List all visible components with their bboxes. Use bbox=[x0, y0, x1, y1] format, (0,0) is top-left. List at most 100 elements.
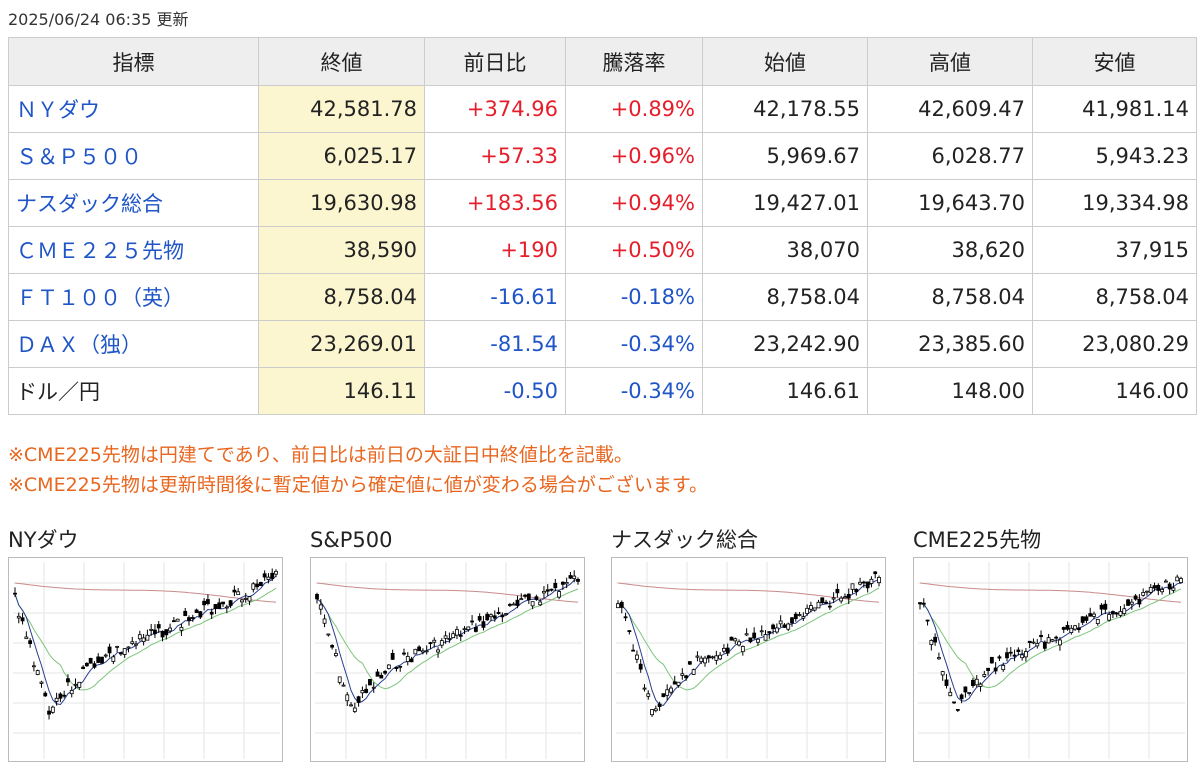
candle bbox=[462, 626, 467, 635]
candle bbox=[560, 581, 565, 590]
candle bbox=[194, 608, 199, 613]
candle bbox=[28, 638, 33, 648]
candle bbox=[443, 631, 448, 644]
candle bbox=[657, 701, 662, 711]
candle bbox=[642, 684, 647, 692]
candle bbox=[564, 577, 569, 589]
candle bbox=[145, 629, 150, 641]
candle bbox=[812, 607, 817, 612]
candle bbox=[394, 666, 399, 672]
chart-title: CME225先物 bbox=[913, 528, 1042, 552]
candle bbox=[1114, 611, 1119, 618]
chart-cme225[interactable]: CME225先物 bbox=[913, 527, 1188, 762]
chart-area[interactable] bbox=[611, 557, 886, 762]
candle bbox=[1027, 640, 1032, 649]
candle bbox=[706, 654, 711, 663]
chart-nasdaq[interactable]: ナスダック総合 bbox=[611, 527, 886, 762]
candle bbox=[352, 702, 357, 714]
candle bbox=[100, 656, 104, 664]
candle bbox=[73, 678, 78, 689]
candle bbox=[32, 661, 36, 672]
rate-value: -0.34% bbox=[565, 320, 703, 368]
change-value: +183.56 bbox=[424, 179, 566, 227]
candle bbox=[526, 593, 531, 605]
candle bbox=[262, 570, 267, 581]
candle bbox=[1163, 579, 1168, 583]
candle bbox=[58, 692, 63, 703]
index-name[interactable]: ＣＭＥ２２５先物 bbox=[8, 226, 259, 274]
candle bbox=[455, 626, 459, 640]
candle bbox=[137, 630, 142, 641]
candle bbox=[386, 664, 391, 670]
chart-sp500[interactable]: S&P500 bbox=[310, 527, 585, 762]
candle bbox=[1175, 574, 1180, 582]
candle bbox=[274, 569, 278, 578]
candle bbox=[933, 633, 938, 646]
candle bbox=[669, 685, 673, 695]
chart-area[interactable] bbox=[913, 557, 1188, 762]
candle bbox=[511, 602, 516, 606]
candle bbox=[1118, 606, 1123, 618]
candle bbox=[861, 580, 866, 588]
candle bbox=[390, 649, 395, 660]
candle bbox=[576, 577, 580, 585]
candle bbox=[1069, 624, 1074, 635]
candle bbox=[134, 640, 138, 650]
notes: ※CME225先物は円建てであり、前日比は前日の大証日中終値比を記載。 ※CME… bbox=[8, 440, 708, 500]
candle bbox=[232, 585, 237, 597]
moving-average-line bbox=[14, 582, 277, 603]
candle bbox=[763, 630, 768, 641]
index-name[interactable]: ＤＡＸ（独） bbox=[8, 320, 259, 368]
candle bbox=[545, 584, 550, 597]
candle bbox=[206, 594, 210, 606]
low-value: 8,758.04 bbox=[1032, 273, 1197, 321]
chart-nydow[interactable]: NYダウ bbox=[8, 527, 283, 762]
candle bbox=[436, 647, 440, 658]
candle bbox=[1145, 590, 1149, 596]
candle bbox=[687, 661, 692, 666]
index-name[interactable]: Ｓ＆Ｐ５００ bbox=[8, 132, 259, 180]
candle bbox=[858, 577, 862, 586]
candle bbox=[986, 667, 990, 676]
high-value: 8,758.04 bbox=[867, 273, 1033, 321]
candle bbox=[710, 655, 715, 660]
index-name[interactable]: ナスダック総合 bbox=[8, 179, 259, 227]
candle bbox=[417, 645, 422, 652]
open-value: 38,070 bbox=[702, 226, 868, 274]
candle bbox=[1126, 598, 1130, 606]
index-name[interactable]: ＮＹダウ bbox=[8, 85, 259, 133]
table-row: ＣＭＥ２２５先物 38,590 +190 +0.50% 38,070 38,620 37,9… bbox=[8, 226, 1197, 274]
candle bbox=[149, 623, 154, 636]
candle bbox=[364, 684, 369, 694]
candle bbox=[974, 675, 979, 688]
rate-value: +0.50% bbox=[565, 226, 703, 274]
moving-average-line bbox=[617, 587, 880, 691]
candle bbox=[20, 612, 25, 625]
candle bbox=[318, 599, 323, 615]
candle bbox=[1129, 598, 1134, 610]
candle bbox=[111, 654, 116, 665]
chart-area[interactable] bbox=[310, 557, 585, 762]
change-value: +190 bbox=[424, 226, 566, 274]
moving-average-line bbox=[14, 587, 277, 691]
candle bbox=[228, 599, 233, 609]
candle bbox=[1148, 584, 1153, 595]
candle bbox=[266, 573, 271, 584]
candle bbox=[680, 668, 685, 680]
candle bbox=[1160, 586, 1164, 595]
table-row: ＦＴ１００（英） 8,758.04 -16.61 -0.18% 8,758.04 8,75… bbox=[8, 273, 1197, 321]
chart-area[interactable] bbox=[8, 557, 283, 762]
candle bbox=[270, 568, 275, 582]
candle bbox=[748, 637, 753, 644]
candle bbox=[921, 598, 926, 608]
index-name[interactable]: ＦＴ１００（英） bbox=[8, 273, 259, 321]
high-value: 38,620 bbox=[867, 226, 1033, 274]
candle bbox=[243, 592, 248, 603]
candle bbox=[458, 630, 463, 642]
candle bbox=[141, 633, 146, 646]
candle bbox=[13, 587, 17, 598]
candle bbox=[481, 615, 486, 631]
candle bbox=[1092, 611, 1096, 620]
candle bbox=[107, 643, 112, 658]
candle bbox=[1137, 594, 1142, 608]
